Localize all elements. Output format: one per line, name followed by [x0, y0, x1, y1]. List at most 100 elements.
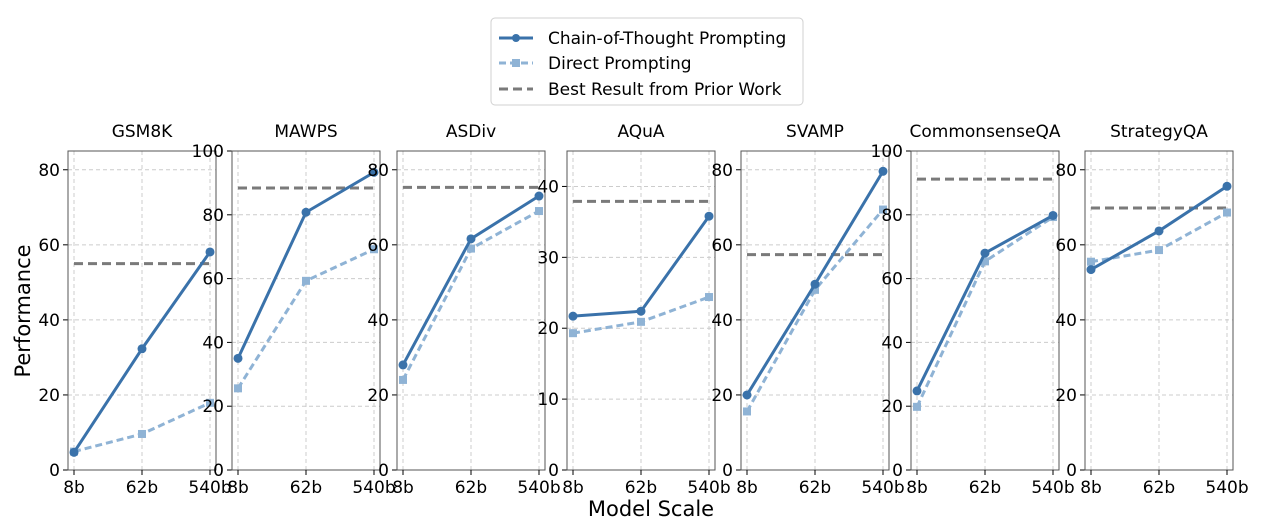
- legend-direct-label: Direct Prompting: [548, 54, 692, 74]
- y-tick-label: 100: [871, 142, 903, 162]
- panel-frame: [1084, 150, 1234, 471]
- x-tick-label: 62b: [455, 478, 487, 498]
- cot-point: [878, 166, 888, 176]
- direct-point: [234, 384, 242, 393]
- y-tick-label: 0: [1066, 461, 1077, 481]
- panel-frame: [67, 150, 217, 471]
- cot-point: [301, 207, 311, 217]
- panel-commonsenseqa: 0 20 40 60 80 100 8b 62b 540b CommonsenseQA: [871, 122, 1075, 498]
- y-tick-label: 0: [378, 461, 389, 481]
- direct-point: [705, 293, 713, 302]
- direct-point: [206, 398, 214, 407]
- x-tick-label: 540b: [687, 478, 730, 498]
- y-tick-label: 20: [537, 319, 559, 339]
- direct-point: [879, 205, 887, 214]
- panel-title: CommonsenseQA: [910, 122, 1061, 142]
- y-tick-label: 10: [537, 390, 559, 410]
- x-tick-label: 8b: [1080, 478, 1102, 498]
- panel-title: MAWPS: [274, 122, 337, 142]
- y-tick-label: 60: [367, 236, 389, 256]
- panel-svamp: 0 20 40 60 80 8b 62b 540b SVAMP: [711, 122, 904, 498]
- y-tick-label: 40: [367, 311, 389, 331]
- y-tick-label: 20: [367, 386, 389, 406]
- y-tick-label: 80: [711, 161, 733, 181]
- y-tick-label: 80: [202, 206, 224, 226]
- x-tick-label: 62b: [969, 478, 1001, 498]
- cot-point: [534, 191, 544, 201]
- cot-point: [980, 248, 990, 258]
- cot-point: [205, 247, 215, 257]
- x-tick-label: 8b: [392, 478, 414, 498]
- x-tick-label: 62b: [290, 478, 322, 498]
- y-tick-label: 40: [202, 333, 224, 353]
- panel-mawps: 0 20 40 60 80 100 8b 62b 540b MAWPS: [192, 122, 396, 498]
- cot-point: [233, 353, 243, 363]
- x-tick-label: 540b: [861, 478, 904, 498]
- y-tick-label: 40: [537, 177, 559, 197]
- direct-point: [535, 207, 543, 216]
- y-tick-label: 60: [38, 236, 60, 256]
- x-tick-label: 540b: [188, 478, 231, 498]
- y-tick-label: 0: [49, 461, 60, 481]
- cot-point: [137, 344, 147, 354]
- direct-point: [1155, 246, 1163, 255]
- panel-strategyqa: 0 20 40 60 80 8b 62b 540b StrategyQA: [1055, 122, 1248, 498]
- x-tick-label: 8b: [562, 478, 584, 498]
- cot-point: [810, 279, 820, 289]
- x-tick-label: 62b: [625, 478, 657, 498]
- y-tick-label: 80: [1055, 161, 1077, 181]
- direct-point: [138, 429, 146, 438]
- x-tick-label: 8b: [736, 478, 758, 498]
- x-axis-title: Model Scale: [588, 497, 714, 521]
- panel-title: GSM8K: [112, 122, 173, 142]
- direct-point: [811, 285, 819, 294]
- direct-point: [569, 329, 577, 338]
- cot-point: [568, 311, 578, 321]
- panel-frame: [231, 150, 381, 471]
- panel-title: AQuA: [617, 122, 664, 142]
- panel-frame: [910, 150, 1060, 471]
- panel-gsm8k: 0 20 40 60 80 8b 62b 540b GSM8K: [38, 122, 231, 498]
- legend: Chain-of-Thought Prompting Direct Prompt…: [490, 17, 804, 106]
- x-tick-label: 540b: [517, 478, 560, 498]
- legend-cot-label: Chain-of-Thought Prompting: [548, 29, 786, 49]
- y-axis-title: Performance: [11, 244, 35, 377]
- x-tick-label: 8b: [906, 478, 928, 498]
- y-tick-label: 60: [881, 270, 903, 290]
- y-tick-label: 0: [722, 461, 733, 481]
- y-tick-label: 20: [202, 397, 224, 417]
- x-tick-label: 540b: [1031, 478, 1074, 498]
- y-tick-label: 60: [202, 270, 224, 290]
- cot-point: [69, 447, 79, 457]
- cot-point: [912, 386, 922, 396]
- legend-box: [490, 17, 804, 106]
- direct-point: [743, 407, 751, 416]
- direct-point: [913, 402, 921, 411]
- y-tick-label: 60: [1055, 236, 1077, 256]
- y-tick-label: 80: [38, 161, 60, 181]
- y-tick-label: 40: [38, 311, 60, 331]
- y-tick-label: 0: [213, 461, 224, 481]
- x-tick-label: 8b: [63, 478, 85, 498]
- x-tick-label: 540b: [1205, 478, 1248, 498]
- legend-cot-marker: [512, 34, 520, 42]
- cot-point: [704, 211, 714, 221]
- direct-point: [467, 244, 475, 253]
- y-tick-label: 0: [892, 461, 903, 481]
- x-tick-label: 62b: [126, 478, 158, 498]
- cot-point: [369, 167, 379, 177]
- x-tick-label: 8b: [227, 478, 249, 498]
- direct-series-line: [745, 208, 885, 413]
- cot-point: [398, 360, 408, 370]
- panel-title: ASDiv: [446, 122, 496, 142]
- y-tick-label: 20: [711, 386, 733, 406]
- y-tick-label: 80: [881, 206, 903, 226]
- panel-frame: [396, 150, 546, 471]
- cot-point: [1222, 181, 1232, 191]
- y-tick-label: 0: [548, 461, 559, 481]
- direct-point: [981, 257, 989, 266]
- direct-point: [1087, 257, 1095, 266]
- y-tick-label: 30: [537, 248, 559, 268]
- y-tick-label: 40: [1055, 311, 1077, 331]
